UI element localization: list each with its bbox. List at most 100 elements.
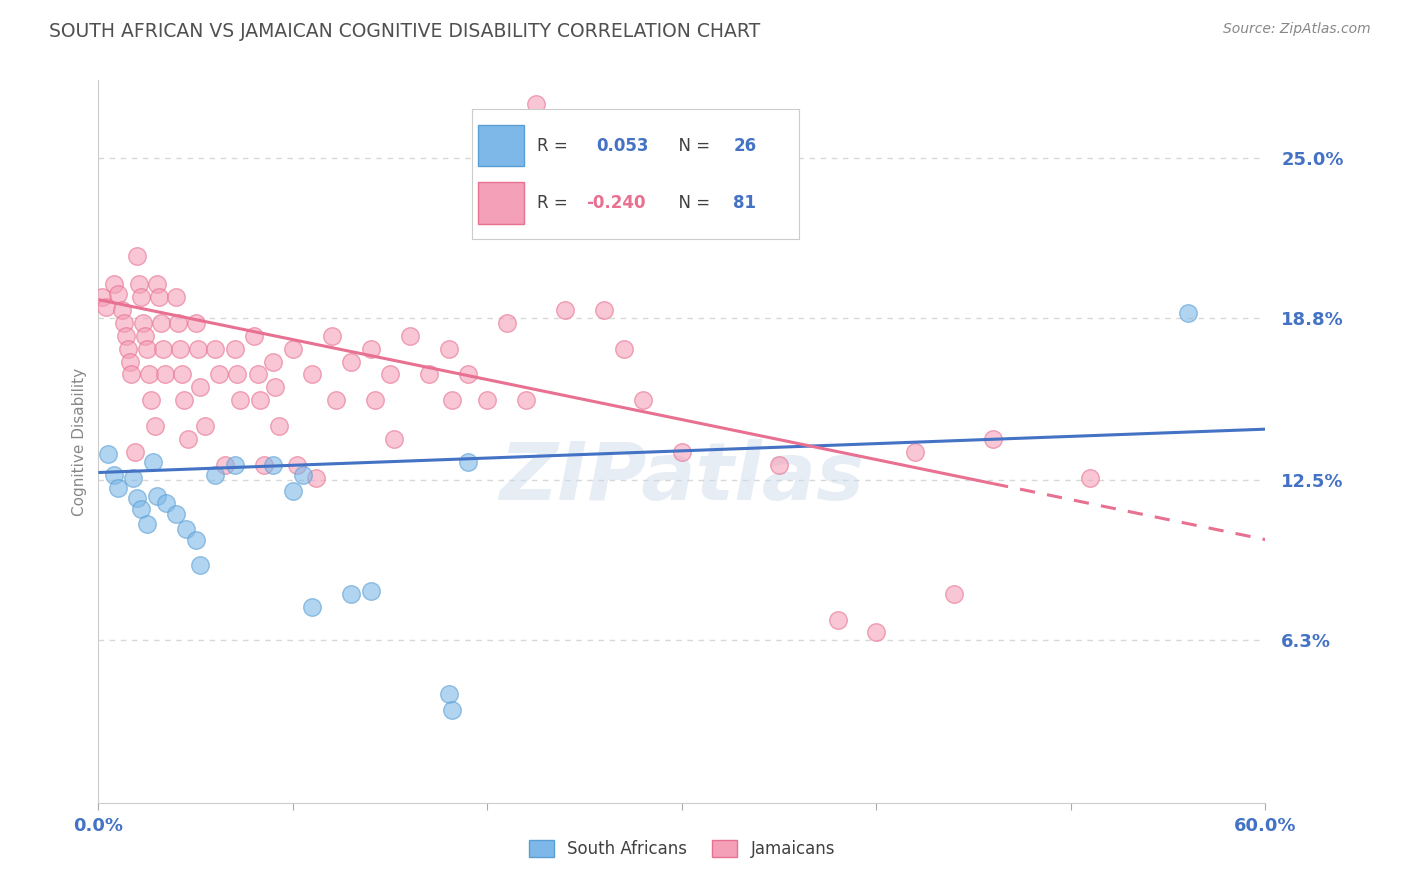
Point [177, 432, 200, 446]
Point [477, 393, 499, 408]
Point [225, 368, 247, 382]
Point [768, 458, 790, 472]
Point [136, 342, 159, 356]
Point [149, 316, 172, 330]
Point [114, 328, 136, 343]
Point [321, 328, 343, 343]
Point [437, 342, 460, 356]
Point [155, 496, 177, 510]
Point [122, 471, 145, 485]
Point [398, 328, 420, 343]
Point [107, 481, 129, 495]
Point [441, 393, 464, 408]
Point [136, 517, 159, 532]
Point [129, 290, 152, 304]
Point [496, 316, 519, 330]
Point [184, 533, 207, 547]
Point [515, 393, 537, 408]
Point [139, 393, 162, 408]
Point [142, 455, 165, 469]
Point [291, 468, 314, 483]
Point [138, 368, 160, 382]
Point [363, 393, 385, 408]
Point [262, 458, 284, 472]
Point [91, 290, 114, 304]
Point [457, 455, 479, 469]
Point [904, 445, 927, 459]
Point [188, 380, 211, 394]
Point [437, 687, 460, 701]
Point [165, 507, 187, 521]
Point [129, 501, 152, 516]
Point [285, 458, 308, 472]
Point [574, 212, 596, 227]
Point [103, 468, 125, 483]
Point [249, 393, 271, 408]
Point [281, 483, 304, 498]
Point [167, 316, 190, 330]
Point [524, 96, 547, 111]
Point [340, 587, 363, 601]
Point [360, 342, 382, 356]
Point [153, 368, 176, 382]
Point [107, 287, 129, 301]
Point [118, 354, 141, 368]
Point [214, 458, 236, 472]
Point [146, 277, 169, 292]
Point [188, 558, 211, 573]
Point [96, 301, 118, 315]
Point [301, 599, 323, 614]
Point [224, 342, 246, 356]
Point [97, 447, 120, 461]
Point [112, 316, 135, 330]
Point [613, 342, 636, 356]
Point [174, 522, 197, 536]
Point [262, 354, 284, 368]
Point [1177, 305, 1199, 319]
Point [827, 613, 849, 627]
Point [204, 342, 226, 356]
Point [224, 458, 246, 472]
Point [981, 432, 1004, 446]
Point [169, 342, 191, 356]
Point [187, 342, 209, 356]
Point [631, 393, 654, 408]
Point [382, 432, 405, 446]
Point [457, 368, 479, 382]
Point [1080, 471, 1102, 485]
Point [418, 368, 440, 382]
Point [305, 471, 328, 485]
Point [229, 393, 252, 408]
Point [208, 368, 231, 382]
Point [380, 368, 402, 382]
Text: SOUTH AFRICAN VS JAMAICAN COGNITIVE DISABILITY CORRELATION CHART: SOUTH AFRICAN VS JAMAICAN COGNITIVE DISA… [49, 22, 761, 41]
Point [593, 302, 616, 317]
Point [170, 368, 193, 382]
Point [103, 277, 125, 292]
Point [146, 489, 169, 503]
Point [340, 354, 363, 368]
Point [301, 368, 323, 382]
Point [246, 368, 269, 382]
Point [128, 277, 150, 292]
Point [143, 419, 166, 434]
Point [441, 703, 464, 717]
Point [121, 368, 143, 382]
Point [253, 458, 276, 472]
Y-axis label: Cognitive Disability: Cognitive Disability [72, 368, 87, 516]
Point [152, 342, 174, 356]
Point [269, 419, 291, 434]
Point [671, 445, 693, 459]
Point [173, 393, 195, 408]
Point [264, 380, 287, 394]
Point [194, 419, 217, 434]
Point [204, 468, 226, 483]
Point [865, 625, 887, 640]
Point [943, 587, 966, 601]
Point [148, 290, 170, 304]
Text: ZIPatlas: ZIPatlas [499, 439, 865, 516]
Point [127, 491, 149, 506]
Point [554, 302, 576, 317]
Point [132, 316, 155, 330]
Point [184, 316, 207, 330]
